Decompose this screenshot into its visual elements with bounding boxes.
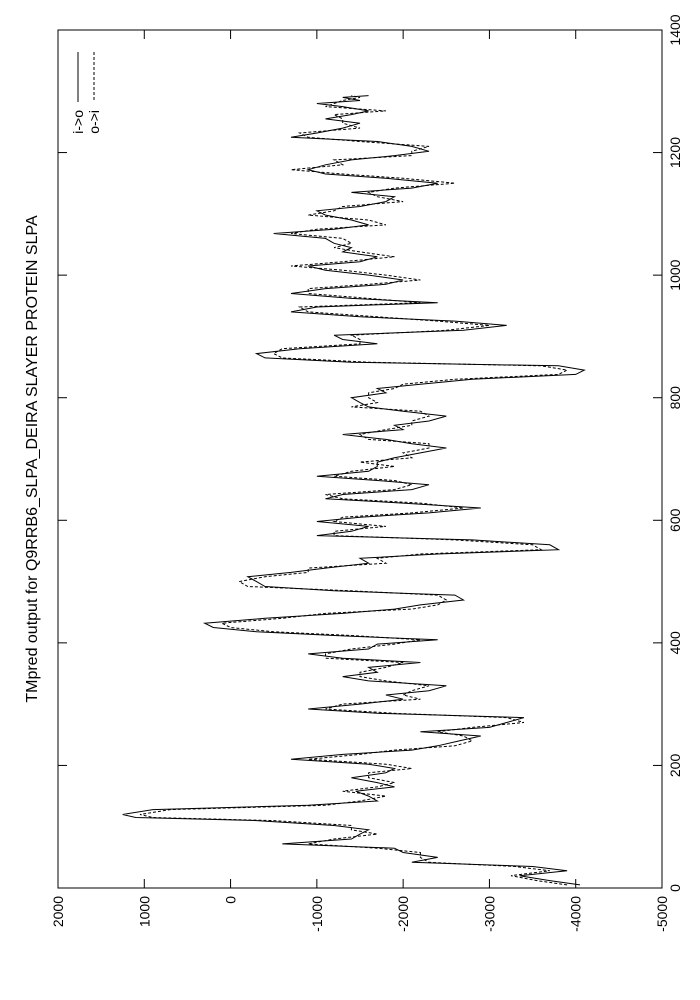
series-line-o-to-i — [139, 95, 569, 886]
x-tick-label: 1000 — [667, 259, 683, 290]
y-tick-label: -3000 — [481, 896, 497, 932]
y-tick-labels: -5000 -4000 -3000 -2000 -1000 0 1000 2000 — [50, 896, 670, 932]
legend-label: o->i — [86, 110, 102, 134]
x-tick-label: 0 — [667, 884, 683, 892]
legend: i->o o->i — [70, 52, 102, 134]
x-tick-label: 1200 — [667, 137, 683, 168]
x-tick-label: 600 — [667, 508, 683, 532]
y-tick-label: -2000 — [395, 896, 411, 932]
y-tick-label: -4000 — [568, 896, 584, 932]
y-tick-label: 1000 — [136, 896, 152, 927]
series-layer — [122, 95, 586, 886]
x-tick-labels: 0 200 400 600 800 1000 1200 1400 — [667, 14, 683, 892]
y-tick-label: -5000 — [654, 896, 670, 932]
legend-label: i->o — [70, 110, 86, 134]
x-tick-label: 200 — [667, 754, 683, 778]
x-tick-label: 800 — [667, 386, 683, 410]
series-line-i-to-o — [122, 95, 586, 886]
y-tick-label: 2000 — [50, 896, 66, 927]
x-tick-label: 1400 — [667, 14, 683, 45]
plot-frame — [57, 29, 663, 889]
y-tick-label: 0 — [223, 896, 239, 904]
tick-marks — [57, 29, 663, 889]
x-tick-label: 400 — [667, 631, 683, 655]
chart-title: TMpred output for Q9RRB6_SLPA_DEIRA SLAY… — [24, 215, 41, 703]
y-tick-label: -1000 — [309, 896, 325, 932]
